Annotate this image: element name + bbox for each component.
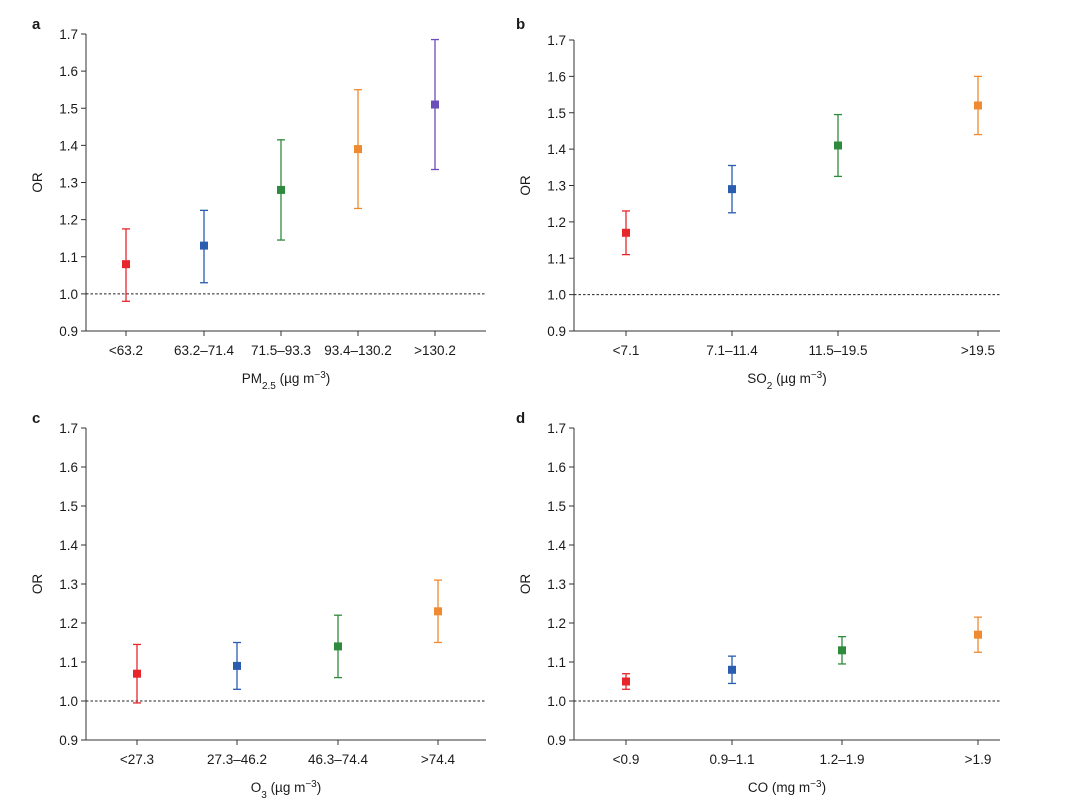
y-tick-label: 0.9 xyxy=(547,733,566,748)
y-tick-label: 1.7 xyxy=(547,421,566,436)
data-point xyxy=(974,101,982,110)
data-point xyxy=(974,630,982,639)
x-tick-label: <63.2 xyxy=(109,343,143,358)
x-axis-title: SO2 (µg m−3) xyxy=(747,370,827,392)
data-point xyxy=(622,228,630,237)
data-point xyxy=(431,100,439,109)
y-axis-title: OR xyxy=(518,574,533,595)
chart-panel-a: a 0.9 1.0 1.1 1.2 1.3 1.4 1.5 1.6 1.7 <63.2 63.2–7… xyxy=(0,0,540,404)
y-tick-label: 0.9 xyxy=(59,324,78,339)
x-tick-label: <7.1 xyxy=(613,343,640,358)
y-tick-label: 1.4 xyxy=(547,142,566,157)
chart-panel-b: b 0.9 1.0 1.1 1.2 1.3 1.4 1.5 1.6 1.7 <7.1 7.1–11.… xyxy=(516,0,1080,404)
data-point xyxy=(200,241,208,250)
y-tick-label: 1.0 xyxy=(59,694,78,709)
data-point xyxy=(622,677,630,686)
y-tick-label: 1.6 xyxy=(547,69,566,84)
y-tick-label: 1.5 xyxy=(59,499,78,514)
chart-svg: 0.9 1.0 1.1 1.2 1.3 1.4 1.5 1.6 1.7 <7.1 7.1–11.4 1… xyxy=(518,33,1000,392)
y-tick-label: 1.2 xyxy=(59,213,78,228)
data-point xyxy=(834,141,842,150)
x-tick-label: 63.2–71.4 xyxy=(174,343,235,358)
y-tick-label: 1.6 xyxy=(59,64,78,79)
x-tick-label: 46.3–74.4 xyxy=(308,752,369,767)
y-tick-label: 1.7 xyxy=(59,27,78,42)
y-tick-label: 1.6 xyxy=(59,460,78,475)
y-tick-label: 1.2 xyxy=(547,616,566,631)
y-tick-label: 1.5 xyxy=(547,499,566,514)
y-tick-label: 1.2 xyxy=(547,215,566,230)
x-axis-title: PM2.5 (µg m−3) xyxy=(242,370,331,392)
x-axis-title: O3 (µg m−3) xyxy=(251,779,322,801)
x-tick-label: >19.5 xyxy=(961,343,995,358)
x-tick-label: >74.4 xyxy=(421,752,456,767)
chart-panel-c: c 0.9 1.0 1.1 1.2 1.3 1.4 1.5 1.6 1.7 <27.3 27.3–4… xyxy=(0,404,540,807)
y-tick-label: 0.9 xyxy=(547,324,566,339)
y-tick-label: 1.4 xyxy=(547,538,566,553)
y-axis-title: OR xyxy=(30,574,45,595)
y-tick-label: 1.1 xyxy=(547,655,566,670)
x-tick-label: 93.4–130.2 xyxy=(324,343,392,358)
y-tick-label: 1.5 xyxy=(59,101,78,116)
y-tick-label: 1.0 xyxy=(547,288,566,303)
x-tick-label: 71.5–93.3 xyxy=(251,343,311,358)
chart-panel-d: d 0.9 1.0 1.1 1.2 1.3 1.4 1.5 1.6 1.7 <0.9 0.9–1.1… xyxy=(516,404,1080,807)
x-tick-label: 7.1–11.4 xyxy=(706,343,758,358)
x-tick-label: <27.3 xyxy=(120,752,154,767)
data-point xyxy=(122,260,130,269)
y-tick-label: 1.7 xyxy=(59,421,78,436)
x-axis-title: CO (mg m−3) xyxy=(748,779,826,796)
chart-svg: 0.9 1.0 1.1 1.2 1.3 1.4 1.5 1.6 1.7 <0.9 0.9–1.1 1.… xyxy=(518,421,1000,796)
y-tick-label: 0.9 xyxy=(59,733,78,748)
chart-svg: 0.9 1.0 1.1 1.2 1.3 1.4 1.5 1.6 1.7 <27.3 27.3–46.… xyxy=(30,421,486,801)
y-tick-label: 1.4 xyxy=(59,138,78,153)
y-tick-label: 1.2 xyxy=(59,616,78,631)
y-tick-label: 1.7 xyxy=(547,33,566,48)
y-tick-label: 1.3 xyxy=(547,179,566,194)
panel-label: b xyxy=(516,16,526,33)
data-point xyxy=(728,665,736,674)
y-tick-label: 1.1 xyxy=(547,251,566,266)
y-tick-label: 1.1 xyxy=(59,655,78,670)
data-point xyxy=(334,642,342,651)
y-axis-title: OR xyxy=(30,172,45,193)
y-axis-title: OR xyxy=(518,175,533,196)
y-tick-label: 1.4 xyxy=(59,538,78,553)
y-tick-label: 1.0 xyxy=(547,694,566,709)
data-point xyxy=(838,646,846,655)
panel-label: c xyxy=(32,410,41,427)
x-tick-label: 0.9–1.1 xyxy=(709,752,754,767)
x-tick-label: <0.9 xyxy=(613,752,640,767)
data-point xyxy=(133,669,141,678)
y-tick-label: 1.3 xyxy=(59,176,78,191)
y-tick-label: 1.0 xyxy=(59,287,78,302)
y-tick-label: 1.3 xyxy=(547,577,566,592)
data-point xyxy=(277,185,285,194)
x-tick-label: 1.2–1.9 xyxy=(819,752,864,767)
panel-label: a xyxy=(32,16,41,33)
chart-svg: 0.9 1.0 1.1 1.2 1.3 1.4 1.5 1.6 1.7 <63.2 63.2–71.… xyxy=(30,27,486,392)
y-tick-label: 1.5 xyxy=(547,106,566,121)
data-point xyxy=(434,607,442,616)
x-tick-label: >1.9 xyxy=(965,752,992,767)
x-tick-label: >130.2 xyxy=(414,343,456,358)
data-point xyxy=(354,145,362,154)
x-tick-label: 27.3–46.2 xyxy=(207,752,267,767)
panel-label: d xyxy=(516,410,526,427)
y-tick-label: 1.1 xyxy=(59,250,78,265)
data-point xyxy=(233,661,241,670)
y-tick-label: 1.3 xyxy=(59,577,78,592)
x-tick-label: 11.5–19.5 xyxy=(808,343,867,358)
data-point xyxy=(728,185,736,194)
y-tick-label: 1.6 xyxy=(547,460,566,475)
